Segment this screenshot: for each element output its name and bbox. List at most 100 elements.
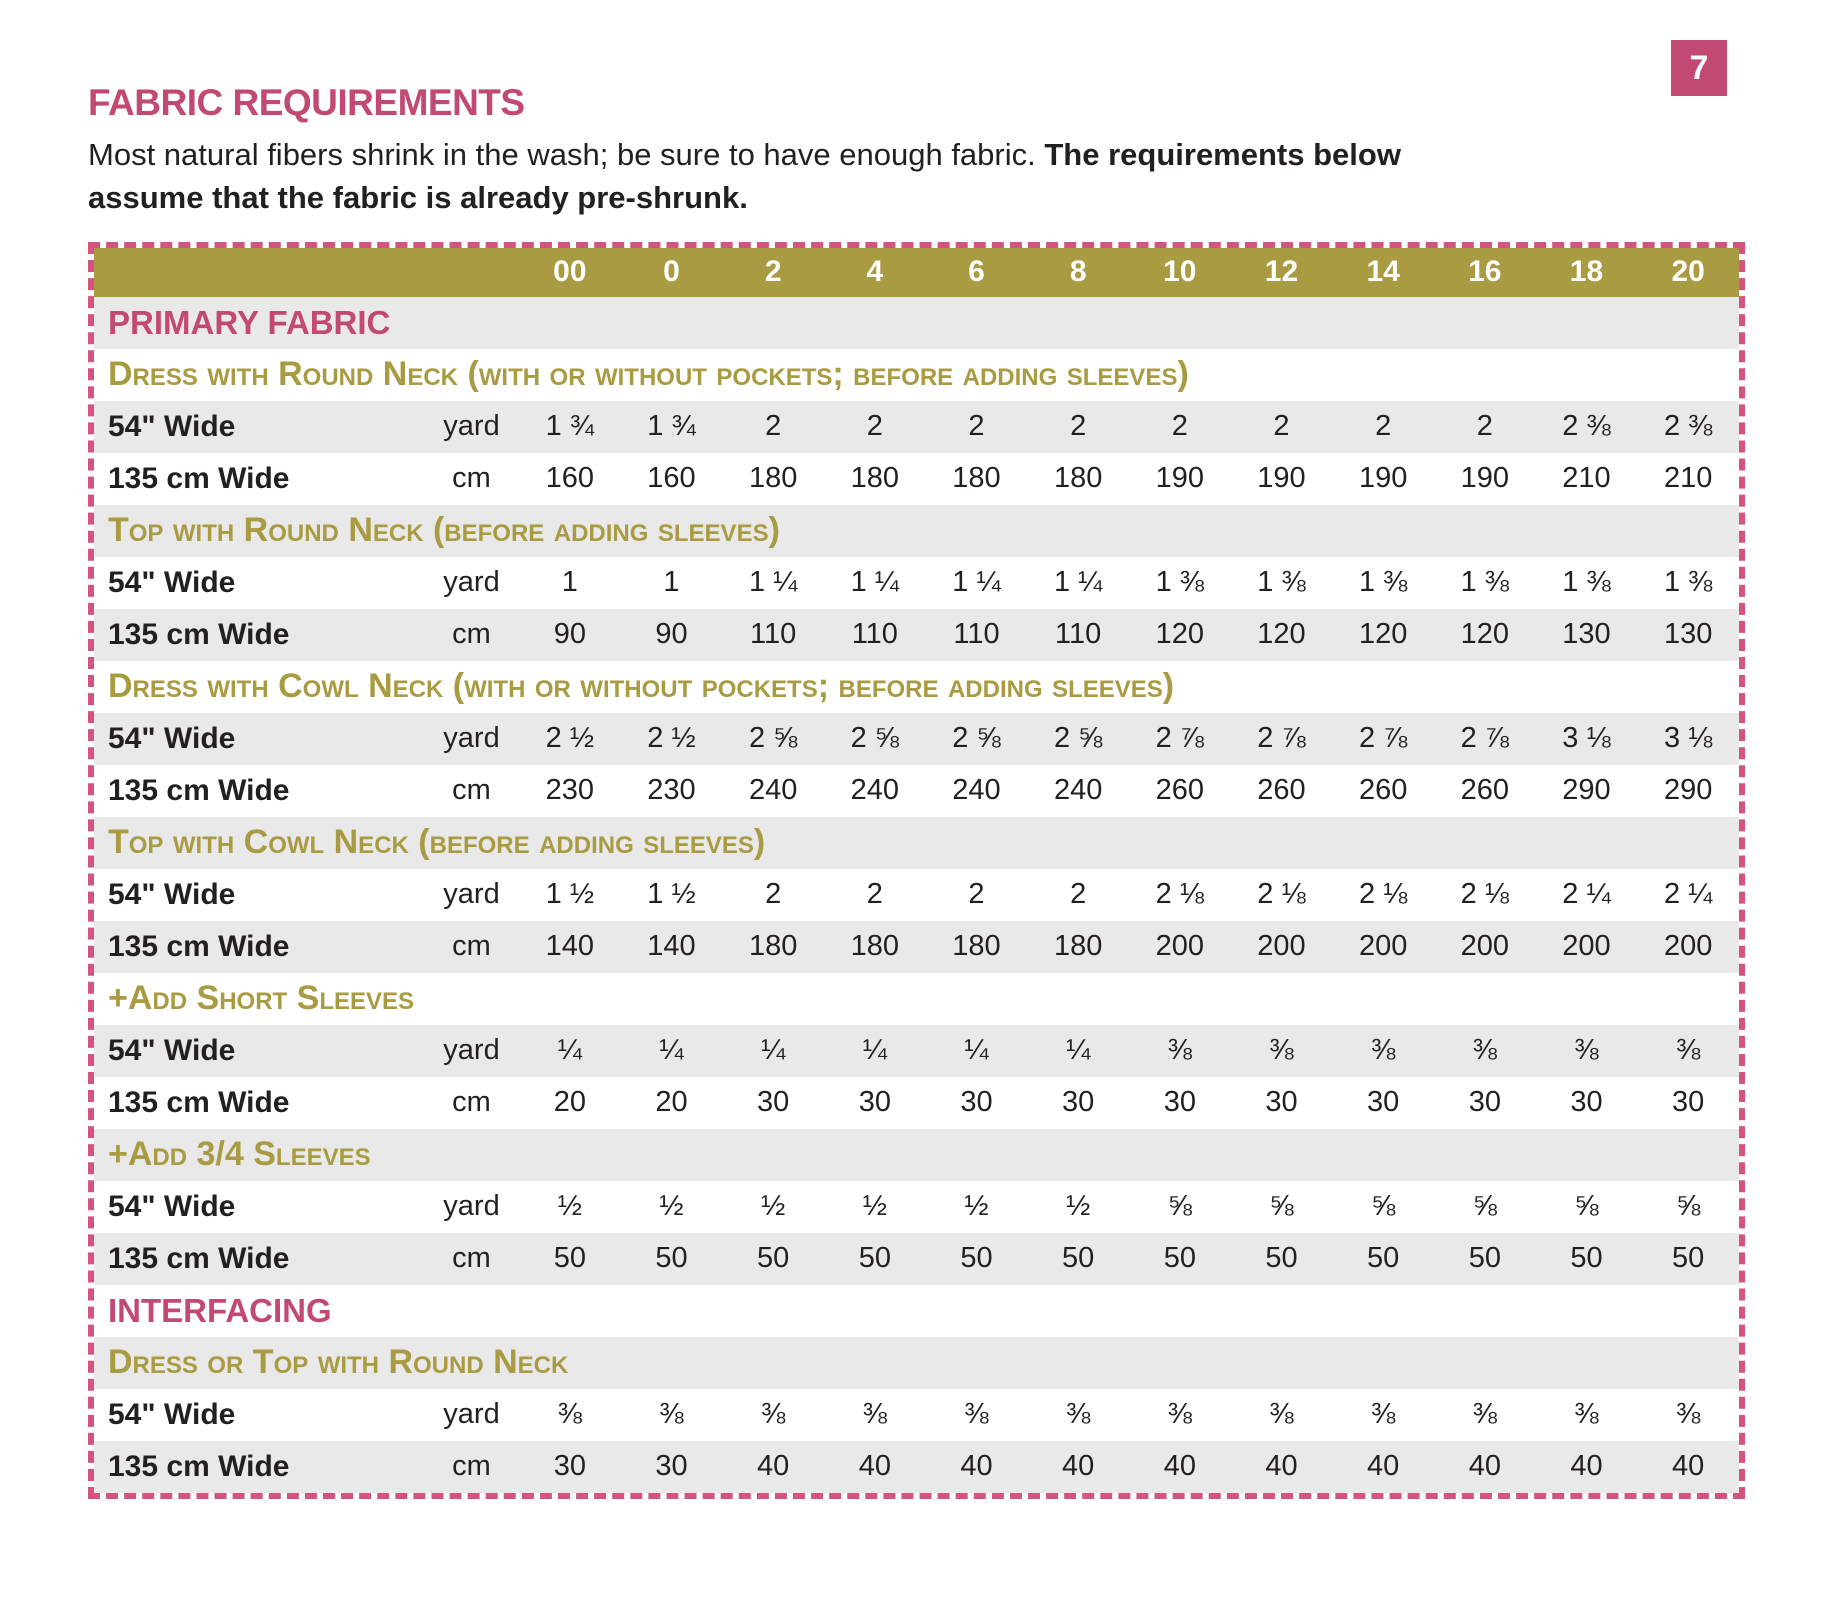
size-header-8: 8 [1069, 255, 1087, 289]
value-size-8: 240 [1053, 774, 1103, 807]
width-label: 54" Wide [108, 877, 236, 911]
value-size-20: 2 ¼ [1663, 878, 1713, 911]
width-label: 135 cm Wide [108, 461, 290, 495]
value-size-20: 290 [1663, 774, 1713, 807]
size-header-10: 10 [1163, 255, 1197, 289]
unit-label: cm [452, 1450, 491, 1483]
value-size-0: 20 [655, 1086, 688, 1119]
value-size-2: 40 [757, 1450, 790, 1483]
value-size-12: 30 [1265, 1086, 1298, 1119]
value-size-2: ⅜ [761, 1398, 786, 1431]
value-size-10: 2 ⅛ [1155, 878, 1204, 911]
value-size-4: 50 [858, 1242, 891, 1275]
value-size-2: 50 [757, 1242, 790, 1275]
value-size-6: ⅜ [964, 1398, 989, 1431]
unit-label: cm [452, 1242, 491, 1275]
value-size-18: 3 ⅛ [1562, 722, 1611, 755]
size-header-12: 12 [1264, 255, 1299, 289]
value-size-16: 2 ⅞ [1460, 722, 1509, 755]
value-size-12: 200 [1257, 930, 1306, 963]
unit-label: cm [452, 1086, 491, 1119]
width-label: 54" Wide [108, 1397, 236, 1431]
value-size-20: 210 [1663, 462, 1713, 495]
value-size-4: ½ [862, 1190, 887, 1223]
value-size-4: 2 ⅝ [850, 722, 899, 755]
value-size-16: 120 [1460, 618, 1510, 651]
value-size-16: ⅝ [1472, 1190, 1497, 1223]
data-row: 135 cm Wide cm 230 230 240 240 240 240 260 260 260… [94, 765, 1739, 817]
value-size-2: 180 [748, 930, 798, 963]
value-size-00: 140 [545, 930, 595, 963]
value-size-10: 2 [1171, 410, 1188, 443]
unit-label: yard [443, 1398, 500, 1431]
value-size-8: 110 [1055, 618, 1102, 651]
value-size-2: 180 [748, 462, 798, 495]
value-size-00: 1 [561, 566, 578, 599]
section-title: Top with Cowl Neck (before adding sleeve… [108, 823, 766, 862]
section-title: Dress with Cowl Neck (with or without po… [108, 667, 1175, 706]
value-size-14: 2 ⅛ [1358, 878, 1408, 911]
value-size-4: 2 [866, 410, 883, 443]
data-row: 54" Wide yard ½ ½ ½ ½ ½ ½ ⅝ ⅝ ⅝ ⅝ ⅝ ⅝ [94, 1181, 1739, 1233]
unit-label: yard [443, 722, 500, 755]
data-row: 54" Wide yard 2 ½ 2 ½ 2 ⅝ 2 ⅝ 2 ⅝ 2 ⅝ 2 ⅞ 2 ⅞ 2 ⅞ 2… [94, 712, 1739, 765]
value-size-16: 1 ⅜ [1460, 566, 1509, 599]
value-size-0: 160 [647, 462, 696, 495]
value-size-20: 200 [1663, 930, 1713, 963]
value-size-12: 40 [1265, 1450, 1298, 1483]
category-row: PRIMARY FABRIC [94, 296, 1739, 349]
value-size-6: 240 [952, 774, 1001, 807]
size-header-18: 18 [1569, 255, 1604, 289]
value-size-2: 30 [757, 1086, 790, 1119]
value-size-12: ⅝ [1269, 1190, 1294, 1223]
value-size-0: 50 [655, 1242, 688, 1275]
value-size-14: 260 [1358, 774, 1408, 807]
value-size-18: 2 ⅜ [1562, 410, 1611, 443]
data-row: 54" Wide yard 1 ½ 1 ½ 2 2 2 2 2 ⅛ 2 ⅛ 2 ⅛ 2 ⅛ 2 ¼ 2 ¼ [94, 869, 1739, 921]
page-number-badge: 7 [1671, 40, 1727, 96]
page-content: FABRIC REQUIREMENTS Most natural fibers … [88, 82, 1745, 1499]
value-size-00: 20 [553, 1086, 586, 1119]
value-size-0: ½ [659, 1190, 684, 1223]
value-size-12: ⅜ [1269, 1034, 1294, 1067]
value-size-00: 1 ½ [545, 878, 595, 911]
value-size-14: ⅜ [1371, 1398, 1396, 1431]
value-size-6: 2 [968, 878, 985, 911]
unit-label: cm [452, 774, 491, 807]
value-size-14: 190 [1358, 462, 1408, 495]
value-size-00: ⅜ [557, 1398, 582, 1431]
value-size-0: 2 ½ [647, 722, 696, 755]
value-size-12: 2 ⅞ [1257, 722, 1306, 755]
width-label: 135 cm Wide [108, 1085, 290, 1119]
width-label: 54" Wide [108, 1033, 236, 1067]
value-size-6: ½ [964, 1190, 989, 1223]
size-header-00: 00 [553, 255, 587, 289]
value-size-2: 240 [748, 774, 798, 807]
value-size-18: ⅜ [1574, 1398, 1599, 1431]
value-size-16: 30 [1468, 1086, 1501, 1119]
value-size-10: ⅝ [1167, 1190, 1192, 1223]
value-size-4: ⅜ [862, 1398, 887, 1431]
unit-label: yard [443, 1034, 500, 1067]
data-row: 54" Wide yard 1 ¾ 1 ¾ 2 2 2 2 2 2 2 2 2 ⅜ 2 ⅜ [94, 400, 1739, 453]
value-size-20: 50 [1672, 1242, 1705, 1275]
value-size-12: 50 [1265, 1242, 1298, 1275]
value-size-20: ⅜ [1676, 1034, 1701, 1067]
value-size-00: 90 [553, 618, 586, 651]
value-size-12: 260 [1257, 774, 1306, 807]
value-size-18: ⅝ [1574, 1190, 1599, 1223]
value-size-4: 180 [850, 462, 900, 495]
section-title: +Add 3/4 Sleeves [108, 1135, 371, 1174]
unit-label: yard [443, 1190, 500, 1223]
size-header-16: 16 [1468, 255, 1502, 289]
value-size-8: 2 ⅝ [1053, 722, 1103, 755]
value-size-00: ¼ [557, 1034, 582, 1067]
value-size-6: 1 ¼ [952, 566, 1001, 599]
unit-label: yard [443, 878, 500, 911]
value-size-10: 30 [1163, 1086, 1196, 1119]
value-size-14: ⅝ [1371, 1190, 1396, 1223]
size-header-6: 6 [968, 255, 985, 289]
size-header-4: 4 [866, 255, 884, 289]
value-size-4: 2 [866, 878, 883, 911]
value-size-16: 2 [1476, 410, 1493, 443]
